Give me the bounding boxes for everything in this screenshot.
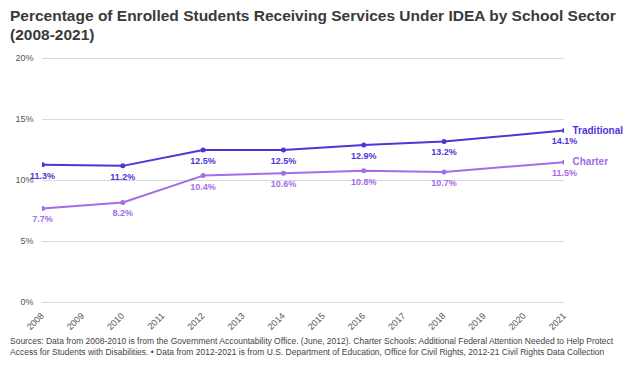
svg-text:5%: 5%: [20, 236, 33, 246]
html-text:Sources: Data from 2008-2010 i: Sources: Data from 2008-2010 is from the…: [10, 336, 614, 357]
svg-text:2017: 2017: [386, 311, 407, 332]
svg-text:Charter: Charter: [573, 156, 609, 167]
svg-text:2011: 2011: [146, 311, 167, 332]
svg-text:2008: 2008: [25, 311, 46, 332]
svg-text:10.8%: 10.8%: [351, 177, 377, 187]
svg-text:2015: 2015: [306, 311, 327, 332]
svg-text:11.3%: 11.3%: [30, 171, 55, 181]
svg-text:2018: 2018: [426, 311, 447, 332]
svg-text:20%: 20%: [15, 53, 33, 63]
svg-text:2020: 2020: [507, 311, 528, 332]
svg-text:10%: 10%: [15, 175, 34, 186]
svg-text:12.5%: 12.5%: [190, 156, 216, 166]
svg-text:12.5%: 12.5%: [271, 156, 297, 166]
html-text:Percentage of Enrolled Student: Percentage of Enrolled Students Receivin…: [10, 7, 616, 43]
svg-text:2010: 2010: [105, 311, 126, 332]
svg-text:2013: 2013: [225, 311, 246, 332]
svg-text:11.5%: 11.5%: [552, 168, 577, 178]
svg-text:13.2%: 13.2%: [431, 147, 457, 157]
svg-text:15%: 15%: [15, 114, 33, 124]
svg-text:14.1%: 14.1%: [552, 136, 578, 146]
svg-text:10.7%: 10.7%: [431, 178, 457, 188]
svg-text:2012: 2012: [185, 311, 206, 332]
svg-text:2016: 2016: [346, 311, 367, 332]
svg-text:10.6%: 10.6%: [271, 179, 297, 189]
svg-text:7.7%: 7.7%: [32, 214, 53, 224]
svg-text:10.4%: 10.4%: [190, 182, 216, 192]
svg-text:8.2%: 8.2%: [113, 208, 134, 218]
svg-text:2014: 2014: [266, 311, 287, 332]
svg-text:12.9%: 12.9%: [351, 151, 377, 161]
svg-text:2009: 2009: [65, 311, 86, 332]
svg-text:2021: 2021: [547, 311, 568, 332]
svg-text:11.2%: 11.2%: [110, 172, 135, 182]
svg-text:0%: 0%: [20, 297, 33, 307]
svg-text:2019: 2019: [466, 311, 487, 332]
svg-text:Traditional: Traditional: [573, 125, 624, 136]
